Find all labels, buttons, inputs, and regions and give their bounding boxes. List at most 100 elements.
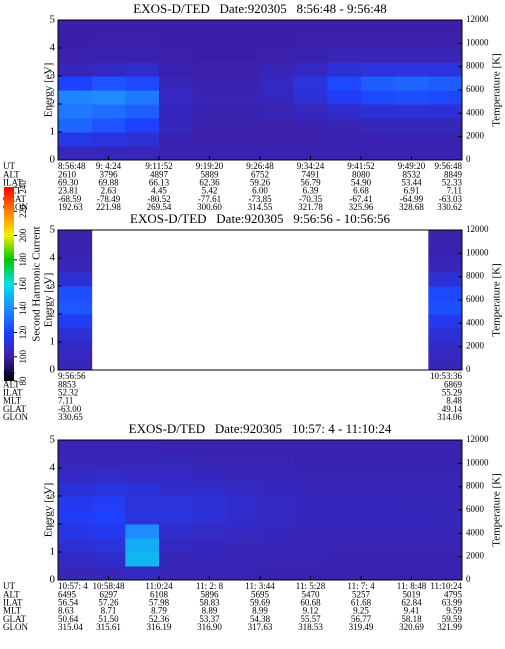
table-cell: 56.54 [58, 597, 79, 607]
heat-cell [125, 146, 160, 161]
table-cell: 63.99 [442, 597, 463, 607]
heat-cell [159, 538, 194, 553]
heat-cell [361, 482, 396, 497]
heat-cell [394, 454, 429, 469]
table-cell: 5896 [201, 589, 220, 599]
heat-cell [192, 118, 227, 133]
colorbar-tick-label: 160 [18, 277, 28, 291]
heat-cell [327, 48, 362, 63]
heat-cell [428, 76, 463, 91]
heat-cell [91, 104, 126, 119]
table-cell: 66.13 [149, 177, 170, 187]
heat-cell [361, 566, 396, 581]
heat-cell [428, 146, 463, 161]
heat-cell [91, 552, 126, 567]
heat-cell [361, 20, 396, 35]
table-cell: 9:34:24 [297, 161, 325, 171]
table-cell: 9:56:56 [58, 371, 86, 381]
heat-cell [293, 482, 328, 497]
heat-cell [192, 90, 227, 105]
table-cell: 3796 [100, 169, 119, 179]
table-cell: 6752 [251, 169, 269, 179]
y-tick-label: 3 [50, 490, 56, 502]
heat-cell [226, 454, 261, 469]
heat-cell [428, 454, 463, 469]
heat-cell [226, 496, 261, 511]
table-cell: 23.81 [58, 186, 78, 196]
heat-cell [394, 524, 429, 539]
y-tick-label: 3 [50, 280, 56, 292]
heat-cell [260, 510, 295, 525]
table-cell: 6297 [100, 589, 119, 599]
heat-cell [428, 356, 463, 371]
heat-cell [91, 34, 126, 49]
heat-cell [394, 48, 429, 63]
colorbar-tick-label: 180 [18, 253, 28, 267]
heat-cell [58, 300, 93, 315]
table-row-label: GLAT [3, 614, 26, 624]
heat-cell [428, 566, 463, 581]
table-cell: -78.49 [97, 194, 121, 204]
heat-cell [327, 468, 362, 483]
heat-cell [192, 454, 227, 469]
heat-cell [159, 552, 194, 567]
table-cell: 330.62 [437, 202, 462, 212]
heat-cell [260, 496, 295, 511]
heat-cell [192, 566, 227, 581]
heat-cell [91, 48, 126, 63]
heat-cell [260, 118, 295, 133]
table-cell: -64.99 [400, 194, 424, 204]
y-axis-label: Energy [eV] [43, 483, 55, 537]
heat-cell [58, 48, 93, 63]
heat-cell [394, 566, 429, 581]
table-cell: 318.53 [298, 622, 323, 632]
table-cell: -80.52 [147, 194, 170, 204]
table-cell: 320.69 [399, 622, 424, 632]
table-cell: 51.50 [98, 614, 119, 624]
heat-cell [361, 118, 396, 133]
heat-cell [260, 90, 295, 105]
heat-cell [293, 62, 328, 77]
heat-cell [91, 146, 126, 161]
heat-cell [293, 566, 328, 581]
table-cell: 69.30 [58, 177, 79, 187]
heat-cell [159, 20, 194, 35]
table-cell: 55.29 [442, 387, 463, 397]
heat-cell [394, 90, 429, 105]
table-cell: 321.78 [298, 202, 323, 212]
heat-cell [192, 20, 227, 35]
heat-cell [394, 510, 429, 525]
table-cell: 11: 5:28 [296, 581, 326, 591]
table-cell: 8.79 [151, 606, 167, 616]
y2-axis-label: Temperature [K] [491, 53, 503, 126]
table-cell: 6.39 [303, 186, 319, 196]
heat-cell [428, 62, 463, 77]
heat-cell [192, 440, 227, 455]
heat-cell [159, 90, 194, 105]
table-cell: 11: 2: 8 [196, 581, 224, 591]
table-cell: -70.35 [299, 194, 323, 204]
table-cell: 62.36 [199, 177, 220, 187]
heat-cell [428, 510, 463, 525]
table-cell: 6869 [444, 379, 463, 389]
y-tick-label: 2 [50, 98, 56, 110]
heat-cell [293, 440, 328, 455]
table-row-label: ILAT [3, 177, 23, 187]
heat-cell [159, 496, 194, 511]
heat-cell [428, 300, 463, 315]
heat-cell [226, 62, 261, 77]
table-cell: 8.89 [202, 606, 218, 616]
y-tick-label: 1 [50, 126, 56, 138]
table-cell: 11: 8:48 [397, 581, 427, 591]
y2-tick-label: 0 [466, 364, 471, 374]
table-cell: 325.96 [349, 202, 374, 212]
table-row-label: MLT [3, 396, 22, 406]
y-tick-label: 2 [50, 308, 56, 320]
heat-cell [394, 20, 429, 35]
heat-cell [58, 244, 93, 259]
heat-cell [260, 146, 295, 161]
y2-tick-label: 6000 [466, 504, 485, 514]
heat-cell [58, 230, 93, 245]
heat-cell [159, 62, 194, 77]
heat-cell [91, 524, 126, 539]
